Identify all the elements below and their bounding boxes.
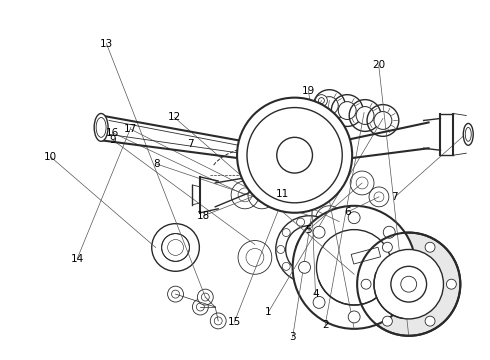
Circle shape [338,102,356,120]
Text: 4: 4 [312,289,319,299]
Circle shape [318,98,324,104]
Circle shape [210,313,226,329]
Circle shape [276,99,286,109]
Text: 11: 11 [276,189,290,199]
Text: 1: 1 [265,307,271,317]
Circle shape [193,299,208,315]
Circle shape [348,311,360,323]
Circle shape [316,95,327,107]
Circle shape [334,246,342,253]
Circle shape [298,261,311,273]
Circle shape [271,188,285,202]
Text: 5: 5 [305,225,312,235]
Circle shape [425,242,435,252]
Circle shape [425,316,435,326]
Circle shape [197,289,213,305]
Text: 14: 14 [71,253,84,264]
Text: 6: 6 [344,207,350,217]
Circle shape [303,201,313,211]
Text: 15: 15 [228,317,241,327]
Circle shape [162,234,190,261]
Circle shape [374,192,384,202]
Circle shape [348,212,360,224]
Circle shape [357,233,460,336]
Circle shape [313,226,325,238]
Circle shape [246,248,264,266]
Circle shape [356,177,368,189]
Circle shape [276,216,343,283]
Circle shape [247,108,342,203]
Circle shape [239,136,249,147]
Ellipse shape [96,117,106,137]
Circle shape [295,235,323,264]
Circle shape [252,188,262,197]
Circle shape [329,262,337,270]
Text: 18: 18 [197,211,210,221]
Text: 3: 3 [289,332,296,342]
Circle shape [315,218,322,226]
Circle shape [168,286,183,302]
Ellipse shape [287,121,302,130]
Circle shape [446,279,456,289]
Circle shape [168,239,183,255]
Circle shape [321,212,337,228]
Text: 19: 19 [301,86,315,96]
Circle shape [315,273,322,281]
Text: 8: 8 [153,159,160,169]
Circle shape [382,242,392,252]
Circle shape [383,296,395,309]
Circle shape [237,98,352,213]
Text: 16: 16 [106,128,120,138]
Circle shape [356,107,374,125]
Circle shape [398,261,410,273]
Circle shape [313,296,325,309]
Circle shape [320,96,338,114]
Text: 7: 7 [392,192,398,202]
Circle shape [277,246,285,253]
Circle shape [327,113,337,123]
Circle shape [341,164,350,174]
Circle shape [317,230,392,305]
Text: 9: 9 [109,135,116,145]
Circle shape [383,226,395,238]
Circle shape [286,226,333,273]
Circle shape [329,229,337,237]
Circle shape [374,249,443,319]
Circle shape [382,316,392,326]
Circle shape [196,303,204,311]
Text: 2: 2 [322,320,328,330]
Circle shape [401,276,416,292]
Ellipse shape [464,123,473,145]
Circle shape [282,262,290,270]
Ellipse shape [315,163,326,177]
Ellipse shape [263,163,275,177]
Circle shape [277,137,313,173]
Ellipse shape [94,113,108,141]
Text: 13: 13 [100,39,113,49]
Circle shape [374,112,392,129]
Circle shape [296,218,305,226]
Text: 10: 10 [44,152,57,162]
Circle shape [214,317,222,325]
Bar [351,247,381,264]
Text: 12: 12 [168,112,181,122]
Circle shape [296,273,305,281]
Circle shape [255,188,269,202]
Circle shape [201,293,209,301]
Text: 20: 20 [372,60,385,70]
Text: 17: 17 [124,124,137,134]
Text: 7: 7 [187,139,194,149]
Circle shape [238,188,252,202]
Ellipse shape [466,127,471,141]
Circle shape [293,206,416,329]
Circle shape [172,290,179,298]
Circle shape [282,229,290,237]
Circle shape [361,279,371,289]
Circle shape [391,266,427,302]
